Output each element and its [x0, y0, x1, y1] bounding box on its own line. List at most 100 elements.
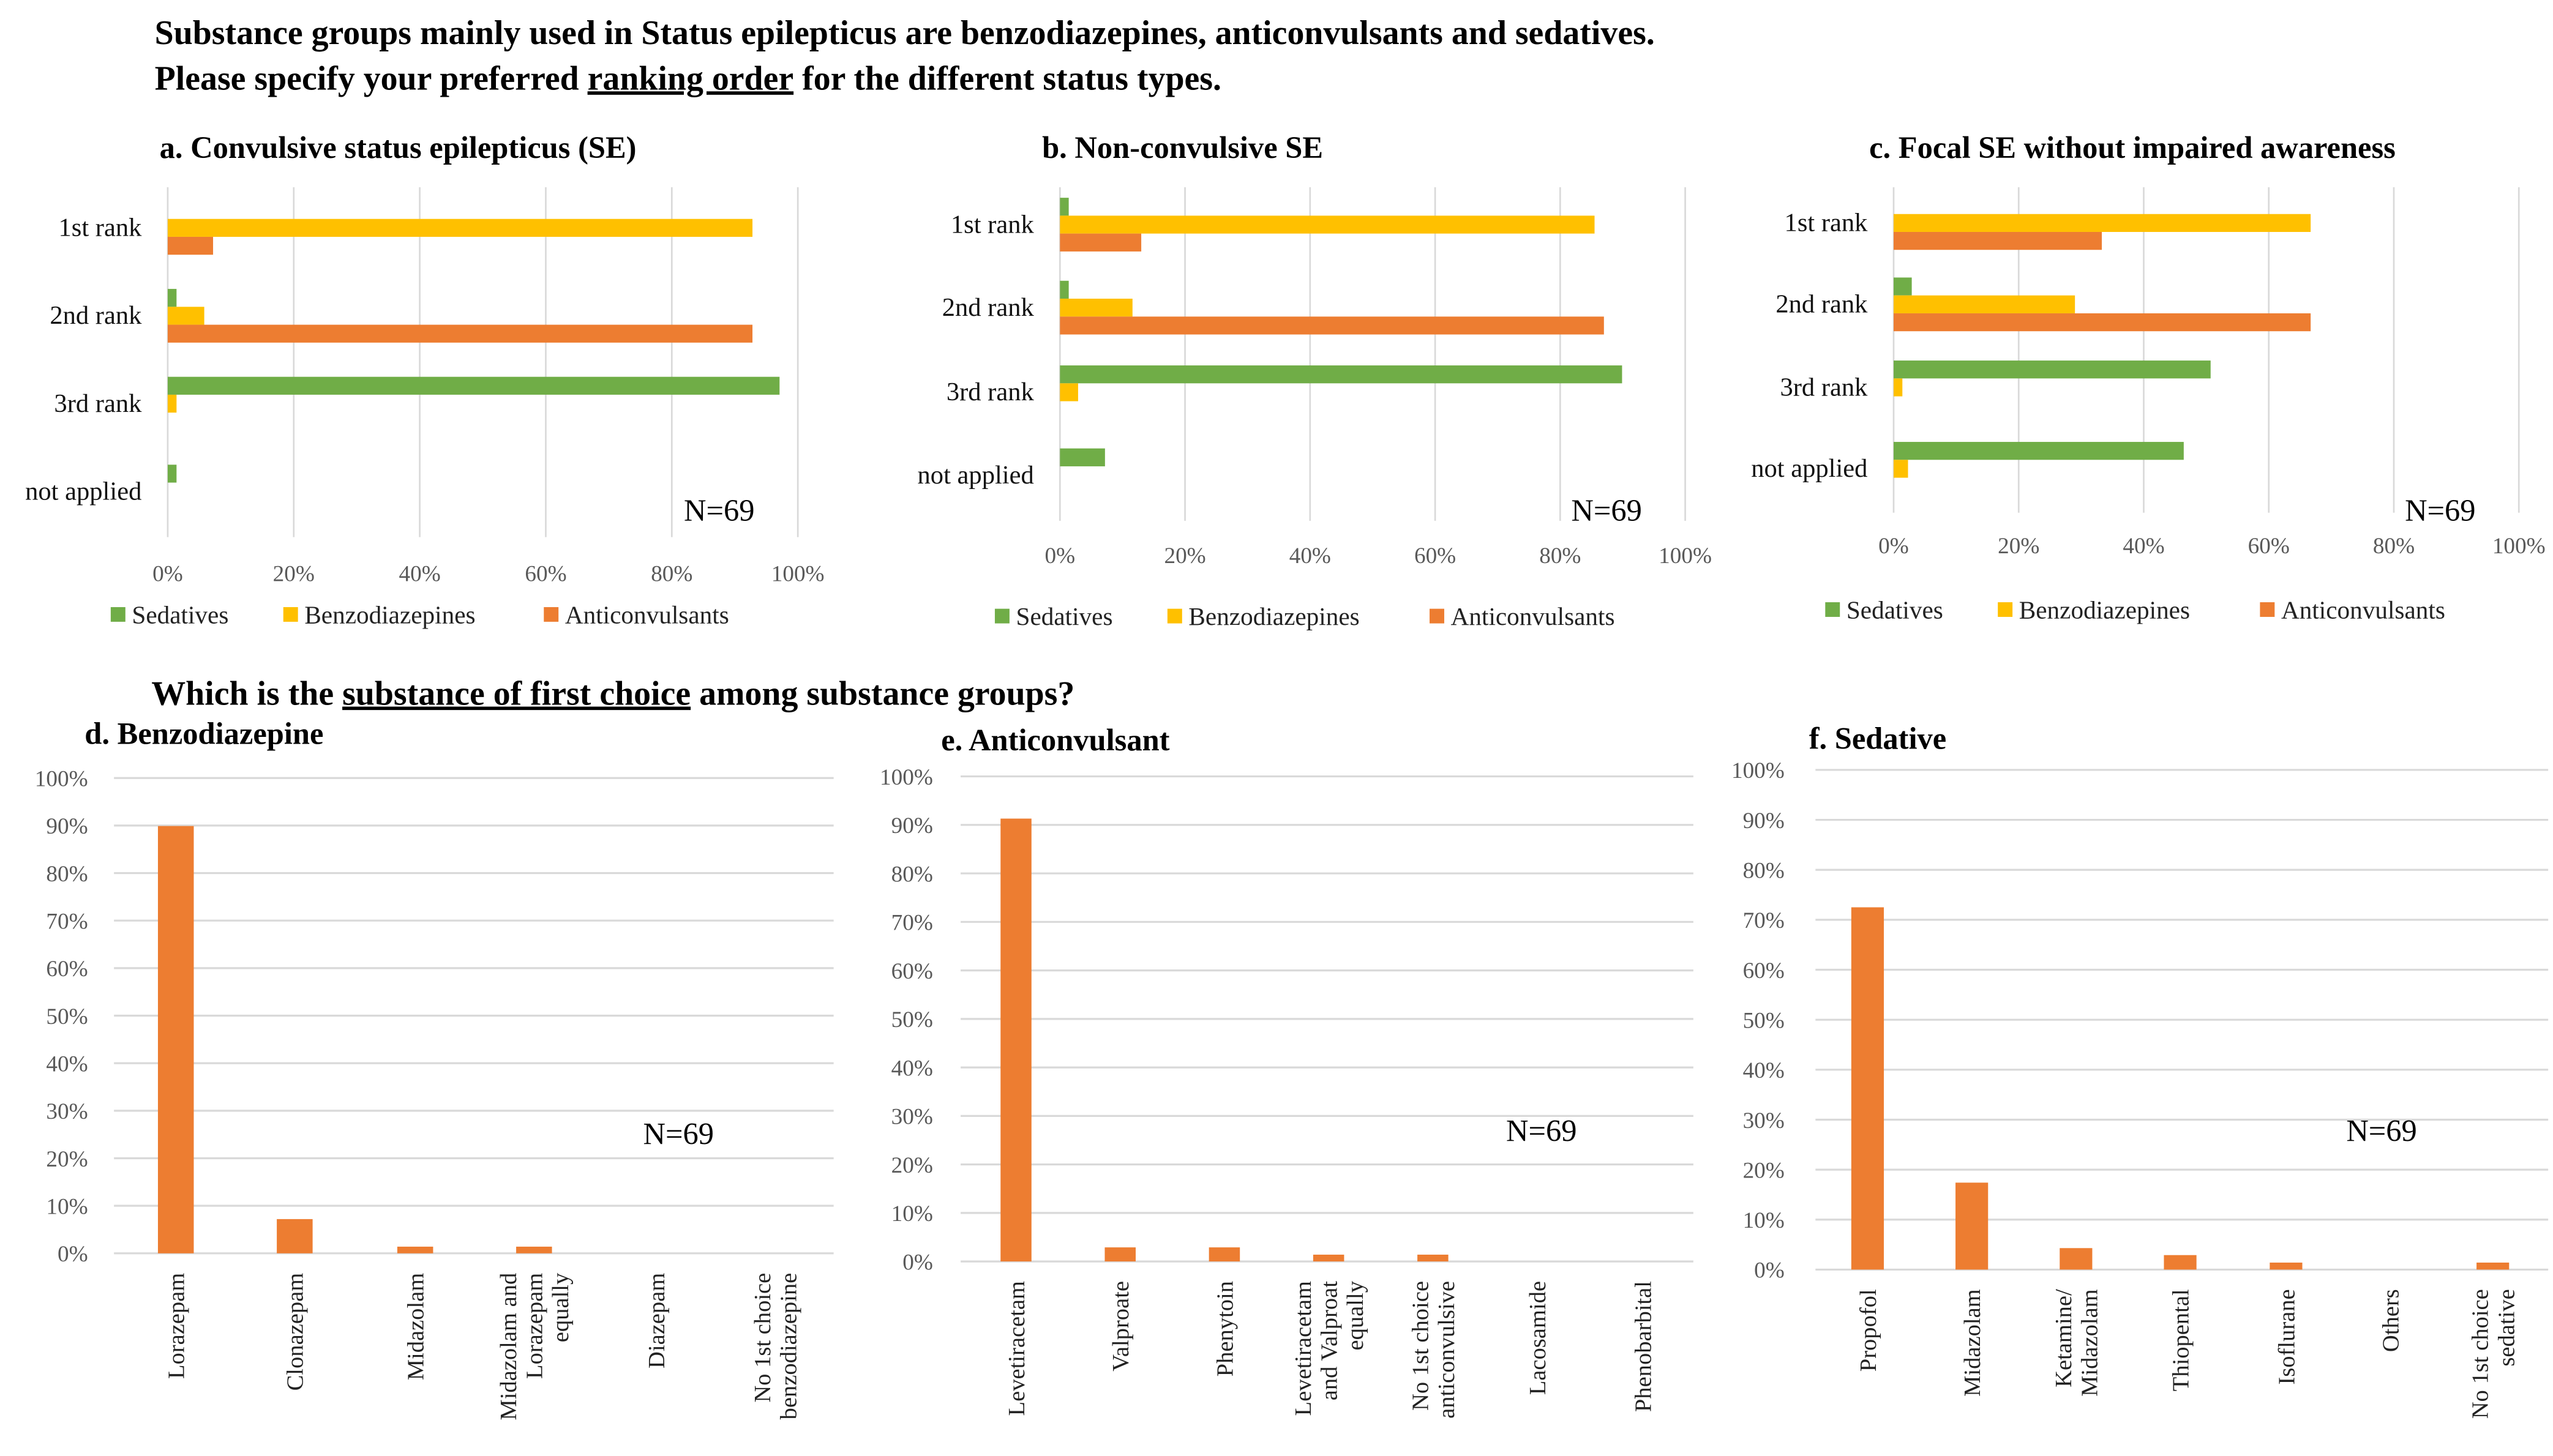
category-label-line: Valproate: [1108, 1281, 1134, 1372]
tick-label: 40%: [46, 1051, 88, 1077]
bar-sedatives: [1893, 360, 2211, 379]
category-label-line: and Valproat: [1316, 1281, 1342, 1400]
category-label: Others: [2378, 1289, 2404, 1352]
category-label-line: Lorazepam: [522, 1273, 548, 1379]
category-label: Midazolam andLorazepamequally: [496, 1272, 574, 1421]
tick-label: 30%: [1743, 1108, 1785, 1133]
category-label: 1st rank: [1785, 209, 1869, 237]
chart-f: f. Sedative 0% 10% 20% 30% 40% 50% 60% 70% 80% 90%…: [1731, 721, 2549, 1419]
tick-label: 60%: [46, 957, 88, 982]
bar-benzodiazepines: [1893, 214, 2311, 232]
bar-benzodiazepines: [1060, 215, 1595, 234]
tick-label: 40%: [399, 561, 441, 586]
category-label-line: No 1st choice: [750, 1273, 776, 1403]
bar: [397, 1246, 433, 1253]
chart-a: a. Convulsive status epilepticus (SE) 0% 2…: [25, 130, 824, 629]
tick-label: 50%: [891, 1007, 933, 1032]
bar: [1851, 907, 1884, 1270]
bar-anticonvulsants: [1060, 316, 1604, 335]
tick-label: 100%: [35, 767, 88, 792]
tick-label: 80%: [891, 862, 933, 887]
bar: [1417, 1255, 1449, 1262]
category-label-line: Midazolam: [2077, 1289, 2102, 1397]
tick-label: 0%: [902, 1250, 933, 1275]
bar-sedatives: [1893, 442, 2184, 460]
category-label: Propofol: [1856, 1289, 1881, 1372]
sample-size: N=69: [2405, 493, 2476, 528]
tick-label: 100%: [771, 561, 825, 586]
category-label-line: Diazepam: [644, 1273, 670, 1368]
category-label: 3rd rank: [54, 389, 142, 418]
bar-anticonvulsants: [1893, 313, 2311, 332]
tick-label: 90%: [46, 814, 88, 839]
category-label-line: sedative: [2494, 1289, 2519, 1366]
sample-size: N=69: [1506, 1113, 1577, 1148]
bar-benzodiazepines: [1893, 460, 1908, 478]
category-label-line: Others: [2378, 1289, 2404, 1352]
legend-swatch-sedatives: [1825, 602, 1840, 617]
tick-label: 20%: [1743, 1158, 1785, 1183]
legend-swatch-benzodiazepines: [283, 607, 298, 622]
tick-label: 80%: [46, 862, 88, 887]
bar-anticonvulsants: [167, 236, 214, 255]
bar: [2164, 1255, 2197, 1270]
tick-label: 60%: [1743, 958, 1785, 984]
tick-label: 80%: [1539, 543, 1581, 569]
category-label: 3rd rank: [1780, 373, 1868, 401]
bar: [516, 1246, 552, 1253]
category-label: Lorazepam: [164, 1273, 190, 1379]
tick-label: 10%: [46, 1194, 88, 1219]
bar: [2060, 1248, 2093, 1270]
category-label-line: No 1st choice: [1408, 1281, 1433, 1411]
chart-e: e. Anticonvulsant 0% 10% 20% 30% 40% 50% 60% 70%…: [880, 723, 1693, 1419]
legend-swatch-anticonvulsants: [1430, 608, 1444, 624]
tick-label: 70%: [891, 911, 933, 936]
tick-label: 0%: [1045, 543, 1076, 569]
bar-sedatives: [1060, 365, 1622, 384]
tick-label: 20%: [1164, 543, 1205, 569]
bar-sedatives: [167, 289, 177, 307]
category-label: Valproate: [1108, 1281, 1134, 1372]
category-label: 1st rank: [951, 210, 1035, 239]
category-label: not applied: [1751, 454, 1867, 483]
category-label: Phenytoin: [1212, 1281, 1238, 1376]
legend-swatch-benzodiazepines: [1167, 608, 1182, 624]
category-label-line: anticonvulsive: [1434, 1281, 1460, 1419]
heading-line1: Substance groups mainly used in Status e…: [155, 14, 1655, 52]
category-label: 2nd rank: [942, 293, 1035, 322]
bar-benzodiazepines: [167, 394, 177, 413]
bar-sedatives: [1060, 198, 1069, 216]
bar: [1104, 1247, 1136, 1262]
legend-swatch-anticonvulsants: [2260, 602, 2275, 617]
bar: [2476, 1262, 2510, 1270]
tick-label: 60%: [525, 561, 566, 586]
category-label: 2nd rank: [50, 301, 142, 330]
category-label-line: Phenytoin: [1212, 1281, 1238, 1376]
category-label-line: benzodiazepine: [776, 1273, 801, 1420]
tick-label: 20%: [46, 1147, 88, 1172]
tick-label: 50%: [1743, 1008, 1785, 1033]
category-label: Isoflurane: [2274, 1289, 2300, 1384]
bar-benzodiazepines: [1060, 299, 1133, 317]
tick-label: 40%: [891, 1056, 933, 1081]
category-label-line: Levetiracetam: [1004, 1281, 1030, 1416]
tick-label: 60%: [2248, 534, 2290, 559]
tick-label: 20%: [1998, 534, 2039, 559]
category-label: Lacosamide: [1525, 1281, 1551, 1395]
category-label: not applied: [918, 461, 1034, 490]
tick-label: 30%: [46, 1099, 88, 1124]
tick-label: 20%: [891, 1153, 933, 1178]
bar: [157, 826, 194, 1253]
category-label-line: Lorazepam: [164, 1273, 190, 1379]
category-label: Diazepam: [644, 1273, 670, 1368]
bar-sedatives: [167, 376, 780, 395]
tick-label: 10%: [891, 1201, 933, 1226]
category-label: Ketamine/Midazolam: [2051, 1289, 2103, 1397]
chart-title: f. Sedative: [1809, 721, 1946, 755]
category-label-line: equally: [548, 1272, 574, 1342]
bar-sedatives: [1060, 280, 1069, 299]
bar: [1955, 1182, 1989, 1270]
bar-anticonvulsants: [1060, 233, 1142, 252]
category-label-line: Thiopental: [2168, 1289, 2194, 1391]
